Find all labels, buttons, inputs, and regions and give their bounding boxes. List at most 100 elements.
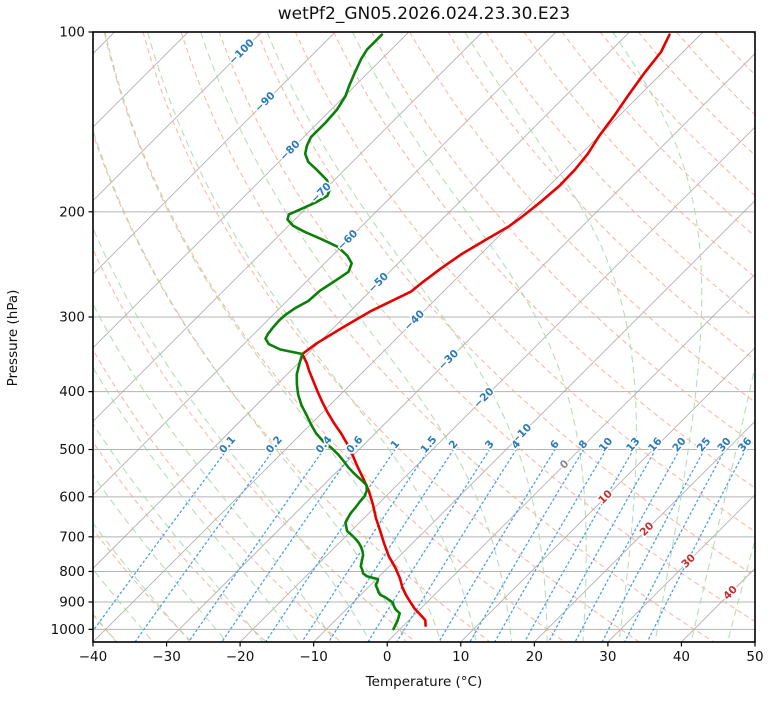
y-tick-label: 600	[59, 489, 85, 505]
y-tick-label: 500	[59, 442, 85, 458]
x-tick-label: 10	[452, 649, 469, 665]
moist-adiabat	[93, 302, 336, 642]
y-tick-label: 1000	[51, 622, 85, 638]
y-tick-labels: 100 200 300 400 500 600 700 800 900 1000	[51, 25, 85, 638]
moist-adiabat	[93, 227, 371, 642]
isotherm-line	[754, 641, 755, 642]
isotherm-lines	[93, 32, 755, 642]
mixing-ratio-label: 25	[695, 435, 714, 454]
isotherm-label: −100	[227, 37, 257, 67]
mixing-ratio-line	[221, 448, 356, 642]
isotherm-line	[681, 567, 755, 642]
mixing-ratio-label: 0.4	[314, 434, 335, 456]
y-tick-label: 800	[59, 564, 85, 580]
mixing-ratio-label: 0.6	[344, 434, 365, 456]
isotherm-line	[534, 420, 755, 642]
dry-adiabat	[93, 528, 193, 642]
x-tick-label: −20	[226, 649, 255, 665]
x-tick-label: −10	[299, 649, 328, 665]
moist-adiabat	[93, 366, 300, 642]
moist-adiabat	[200, 32, 513, 642]
mixing-ratio-line	[646, 448, 747, 642]
y-axis-label: Pressure (hPa)	[5, 289, 21, 387]
isotherm-line	[93, 32, 704, 642]
y-tick-label: 200	[59, 204, 85, 220]
mixing-ratio-label: 30	[715, 435, 734, 454]
dry-adiabat	[561, 32, 755, 238]
isotherm-line	[313, 200, 755, 642]
dry-adiabat	[93, 348, 342, 642]
moist-adiabat	[93, 474, 228, 642]
dry-adiabat	[371, 32, 755, 446]
y-tick-label: 900	[59, 595, 85, 611]
temperature-curve	[301, 33, 671, 627]
dry-adiabat	[714, 32, 755, 76]
dry-adiabat	[333, 32, 755, 489]
dry-adiabat	[637, 32, 755, 156]
mixing-ratio-line	[264, 448, 396, 642]
y-tick-label: 100	[59, 25, 85, 41]
mixing-ratio-line	[396, 448, 517, 642]
moist-adiabat	[727, 538, 755, 642]
mixing-ratio-line	[187, 448, 325, 642]
mixing-ratio-line	[93, 448, 228, 632]
isotherm-line	[93, 32, 189, 128]
isotherm-line	[93, 32, 557, 496]
chart-title: wetPf2_GN05.2026.024.23.30.E23	[277, 4, 571, 24]
dry-adiabat	[218, 32, 755, 623]
dry-adiabat	[675, 32, 755, 116]
isotherm-line	[93, 32, 262, 202]
dry-adiabat	[294, 32, 755, 533]
moist-adiabat	[690, 364, 755, 642]
isotherm-line	[93, 32, 410, 349]
x-tick-label: 0	[383, 649, 392, 665]
moist-adiabat	[464, 32, 637, 642]
isotherm-line	[93, 32, 483, 422]
moist-adiabat	[147, 32, 477, 642]
mixing-ratio-line	[547, 448, 657, 642]
x-tick-label: 30	[599, 649, 616, 665]
mixing-ratio-line	[601, 448, 706, 642]
isotherm-line	[607, 494, 755, 642]
mixing-ratio-line	[469, 448, 585, 642]
mixing-ratio-label: 0.1	[217, 434, 238, 456]
pressure-gridlines	[93, 31, 755, 630]
x-tick-label: 20	[526, 649, 543, 665]
isotherm-line	[460, 347, 755, 642]
mixing-ratio-line	[574, 448, 681, 642]
dry-adiabat	[752, 32, 755, 36]
mixing-ratio-label: 10	[597, 435, 616, 454]
isotherm-line	[93, 32, 630, 570]
dry-adiabat	[523, 32, 755, 278]
mixing-ratio-line	[134, 448, 275, 642]
dry-adiabat	[485, 32, 755, 320]
x-axis-label: Temperature (°C)	[365, 674, 483, 690]
dry-adiabat	[93, 248, 416, 642]
moist-adiabat	[93, 568, 154, 642]
dry-adiabat	[104, 32, 565, 642]
mixing-ratio-line	[301, 448, 430, 642]
dry-adiabat	[142, 32, 640, 642]
x-tick-label: 50	[746, 649, 763, 665]
mixing-ratio-label: 1.5	[418, 434, 439, 456]
x-tick-labels: −40 −30 −20 −10 0 10 20 30 40 50	[79, 649, 764, 665]
mixing-ratio-label: 16	[646, 435, 665, 454]
mixing-ratio-label: 20	[670, 435, 689, 454]
dry-adiabat	[409, 32, 755, 403]
moist-adiabats	[93, 32, 755, 642]
dry-adiabat	[256, 32, 755, 577]
y-tick-label: 400	[59, 384, 85, 400]
x-tick-label: −40	[79, 649, 108, 665]
mixing-ratio-line	[367, 448, 491, 642]
isotherm-line	[239, 126, 755, 642]
moist-adiabat	[266, 32, 548, 642]
x-tick-label: 40	[673, 649, 690, 665]
plot-border	[92, 31, 756, 643]
axes-frame	[88, 31, 756, 647]
mixing-ratio-line	[438, 448, 556, 642]
mixing-ratio-lines	[93, 448, 747, 642]
dewpoint-curve	[264, 33, 401, 631]
